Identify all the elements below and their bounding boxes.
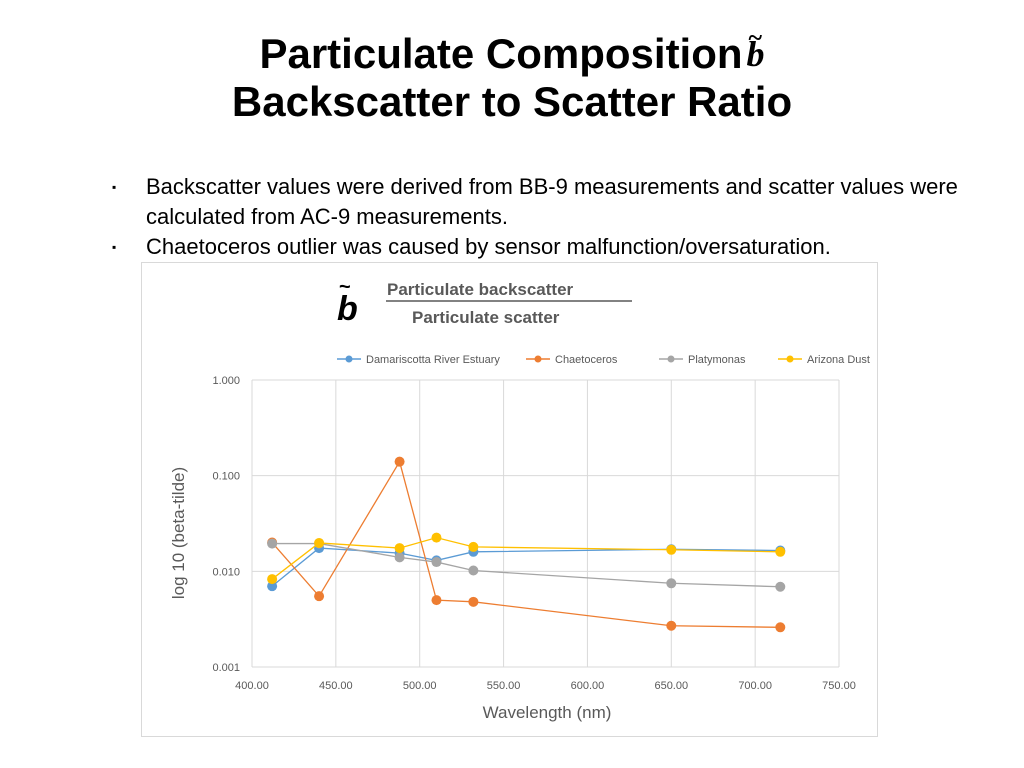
data-point: [666, 578, 677, 589]
x-tick-label: 450.00: [319, 680, 353, 692]
legend-label: Chaetoceros: [555, 354, 618, 366]
bullet-marker: ▪: [112, 240, 117, 254]
data-point: [431, 557, 442, 568]
legend-label: Platymonas: [688, 354, 746, 366]
x-tick-label: 500.00: [403, 680, 437, 692]
y-tick-label: 0.100: [212, 471, 240, 483]
y-axis-label: log 10 (beta-tilde): [169, 467, 188, 599]
chart-svg: ~ b Particulate backscatter Particulate …: [169, 276, 870, 722]
y-tick-label: 0.001: [212, 662, 240, 674]
chart-series: [267, 456, 786, 633]
series-line: [271, 536, 781, 580]
chart-title-tilde: ~: [339, 276, 351, 298]
x-tick-label: 400.00: [235, 680, 269, 692]
legend-marker: [667, 355, 675, 363]
legend-marker: [786, 355, 794, 363]
x-tick-label: 750.00: [822, 680, 856, 692]
x-tick-label: 600.00: [571, 680, 605, 692]
bullet-list: ▪ Backscatter values were derived from BB…: [112, 172, 992, 262]
bullet-marker: ▪: [112, 180, 117, 194]
bullet-item: ▪ Backscatter values were derived from BB…: [112, 172, 992, 232]
chart-grid: [251, 379, 840, 668]
chart-axes: 400.00 450.00 500.00 550.00 600.00 650.00 700.…: [212, 375, 855, 692]
x-tick-label: 650.00: [654, 680, 688, 692]
tilde-mark: ~: [748, 23, 763, 52]
data-point: [666, 544, 677, 555]
data-point: [775, 581, 786, 592]
data-point: [431, 532, 442, 543]
data-point: [267, 581, 278, 592]
data-point: [468, 596, 479, 607]
x-tick-label: 550.00: [487, 680, 521, 692]
chart-title-numerator: Particulate backscatter: [387, 280, 574, 299]
bullet-text: Chaetoceros outlier was caused by sensor…: [146, 234, 831, 259]
data-point: [314, 591, 325, 602]
bullet-text: Backscatter values were derived from BB-…: [146, 174, 958, 229]
data-point: [775, 622, 786, 633]
data-point: [267, 574, 278, 585]
chart-legend: Damariscotta River Estuary Chaetoceros Pla…: [337, 354, 870, 366]
slide-title: Particulate Composition ~ b Backscatter to…: [0, 23, 1024, 126]
legend-marker: [345, 355, 353, 363]
title-line-1: Particulate Composition ~ b: [0, 23, 1024, 78]
chart-title: ~ b Particulate backscatter Particulate …: [337, 276, 632, 328]
data-point: [431, 595, 442, 606]
x-tick-label: 700.00: [738, 680, 772, 692]
chart-container: ~ b Particulate backscatter Particulate …: [141, 262, 878, 737]
data-point: [314, 537, 325, 548]
title-line-2: Backscatter to Scatter Ratio: [231, 78, 793, 125]
b-tilde-letter: b: [746, 34, 765, 74]
y-tick-label: 0.010: [212, 566, 240, 578]
legend-marker: [534, 355, 542, 363]
x-axis-label: Wavelength (nm): [483, 703, 612, 722]
legend-label: Damariscotta River Estuary: [366, 354, 500, 366]
data-point: [468, 565, 479, 576]
data-point: [666, 620, 677, 631]
data-point: [394, 552, 405, 563]
y-tick-label: 1.000: [212, 375, 240, 387]
data-point: [468, 541, 479, 552]
series-line: [271, 547, 781, 587]
data-point: [394, 543, 405, 554]
chart-title-symbol: b: [337, 290, 358, 328]
data-point: [775, 546, 786, 557]
data-point: [394, 456, 405, 467]
data-point: [267, 538, 278, 549]
chart-title-denominator: Particulate scatter: [412, 308, 560, 327]
b-tilde-symbol: ~ b: [746, 23, 765, 78]
bullet-item: ▪ Chaetoceros outlier was caused by senso…: [112, 232, 992, 262]
legend-label: Arizona Dust: [807, 354, 870, 366]
title-line-1-text: Particulate Composition: [259, 30, 743, 77]
